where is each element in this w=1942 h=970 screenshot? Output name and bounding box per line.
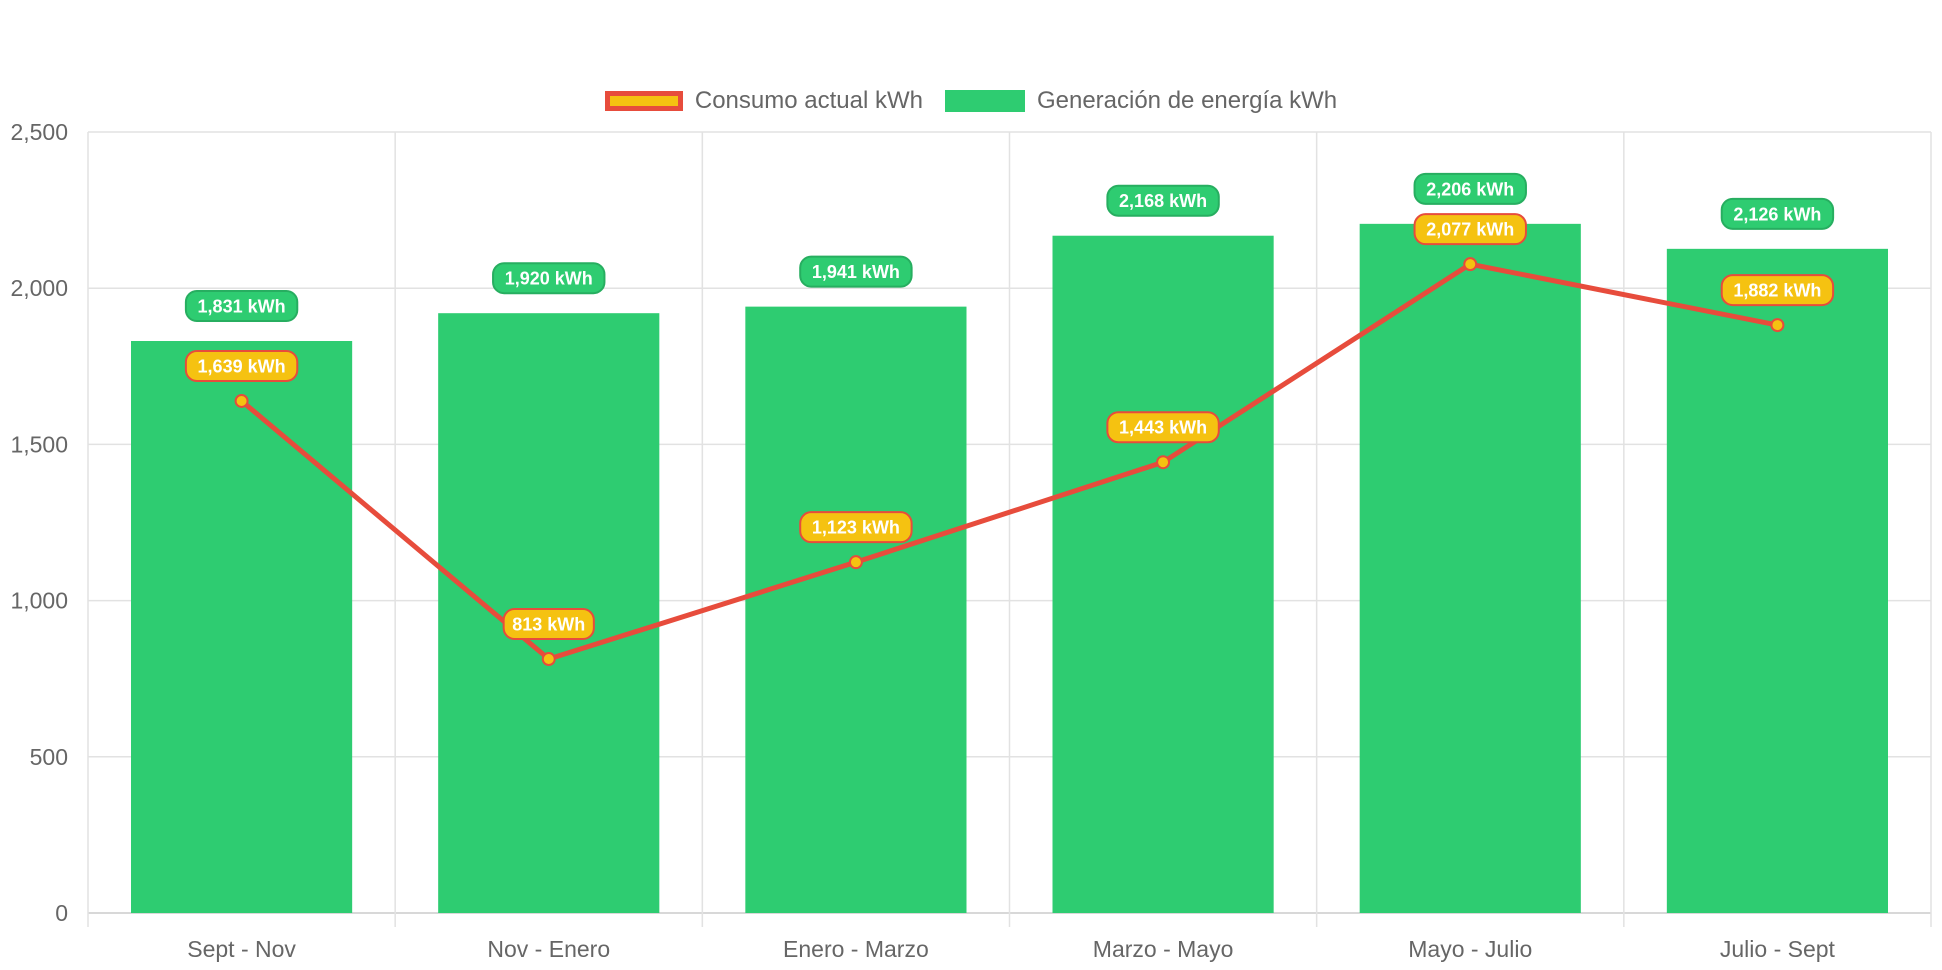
x-tick-label: Julio - Sept (1720, 936, 1836, 962)
y-tick-label: 2,500 (10, 119, 68, 145)
data-label-generacion-bg (492, 262, 606, 295)
data-label-generacion: 2,126 kWh (1733, 204, 1821, 224)
legend-item-generacion[interactable]: Generación de energía kWh (944, 87, 1338, 115)
point-consumo (848, 555, 863, 570)
data-label-generacion: 2,168 kWh (1119, 191, 1207, 211)
point-consumo (234, 393, 249, 408)
data-label-consumo: 1,639 kWh (198, 356, 286, 376)
axes: 0 500 1,000 1,500 2,000 2,500 Sept - Nov Nov - … (10, 119, 1835, 962)
point-consumo (1770, 318, 1785, 333)
data-label-consumo: 1,443 kWh (1119, 418, 1207, 438)
bar-generacion (131, 340, 353, 913)
y-tick-label: 500 (30, 744, 68, 770)
data-label-generacion-bg (1413, 172, 1527, 205)
bar-generacion (1359, 223, 1581, 914)
data-label-consumo-bg (1106, 411, 1220, 444)
data-label-consumo-bg (502, 608, 595, 641)
point-consumo (1463, 257, 1478, 272)
data-label-consumo-bg (184, 349, 299, 382)
legend-swatch-consumo (604, 91, 683, 111)
line-consumo (239, 261, 1778, 662)
bar-generacion (1666, 248, 1888, 914)
y-tick-label: 1,000 (10, 588, 68, 614)
data-label-generacion: 2,206 kWh (1426, 179, 1514, 199)
point-consumo (1156, 455, 1171, 470)
data-label-consumo-bg (1720, 274, 1835, 307)
x-tick-label: Sept - Nov (187, 936, 296, 962)
data-label-generacion: 1,920 kWh (505, 269, 593, 289)
data-label-consumo-bg (1413, 213, 1527, 246)
data-label-generacion: 1,941 kWh (812, 262, 900, 282)
y-tick-label: 2,000 (10, 275, 68, 301)
data-label-generacion-bg (1106, 184, 1220, 217)
data-label-generacion: 1,831 kWh (198, 296, 286, 316)
data-label-consumo: 2,077 kWh (1426, 220, 1514, 240)
data-labels: 1,831 kWh 1,920 kWh 1,941 kWh 2,168 kWh 2,20… (184, 172, 1835, 641)
data-label-generacion-bg (1720, 197, 1835, 230)
y-tick-label: 0 (55, 900, 68, 926)
bar-generacion (745, 306, 967, 913)
data-label-generacion-bg (799, 255, 913, 288)
x-tick-label: Mayo - Julio (1408, 936, 1532, 962)
x-tick-label: Nov - Enero (487, 936, 610, 962)
data-label-generacion-bg (184, 289, 299, 322)
point-consumo (541, 652, 556, 667)
legend-item-consumo[interactable]: Consumo actual kWh (604, 87, 923, 115)
line-series (234, 257, 1785, 667)
bar-generacion (1052, 235, 1274, 913)
legend-swatch-generacion (944, 90, 1025, 112)
legend-label-generacion: Generación de energía kWh (1036, 87, 1338, 114)
data-label-consumo: 1,123 kWh (812, 518, 900, 538)
data-label-consumo: 1,882 kWh (1733, 281, 1821, 301)
data-label-consumo: 813 kWh (512, 615, 585, 635)
y-tick-label: 1,500 (10, 431, 68, 457)
legend-label-consumo: Consumo actual kWh (694, 87, 923, 114)
chart-legend: Consumo actual kWh Generación de energía… (0, 84, 1942, 118)
data-label-consumo-bg (799, 511, 913, 544)
grid-lines (87, 131, 1932, 927)
bar-series (131, 223, 1888, 914)
x-tick-label: Marzo - Mayo (1093, 936, 1234, 962)
x-tick-label: Enero - Marzo (783, 936, 929, 962)
